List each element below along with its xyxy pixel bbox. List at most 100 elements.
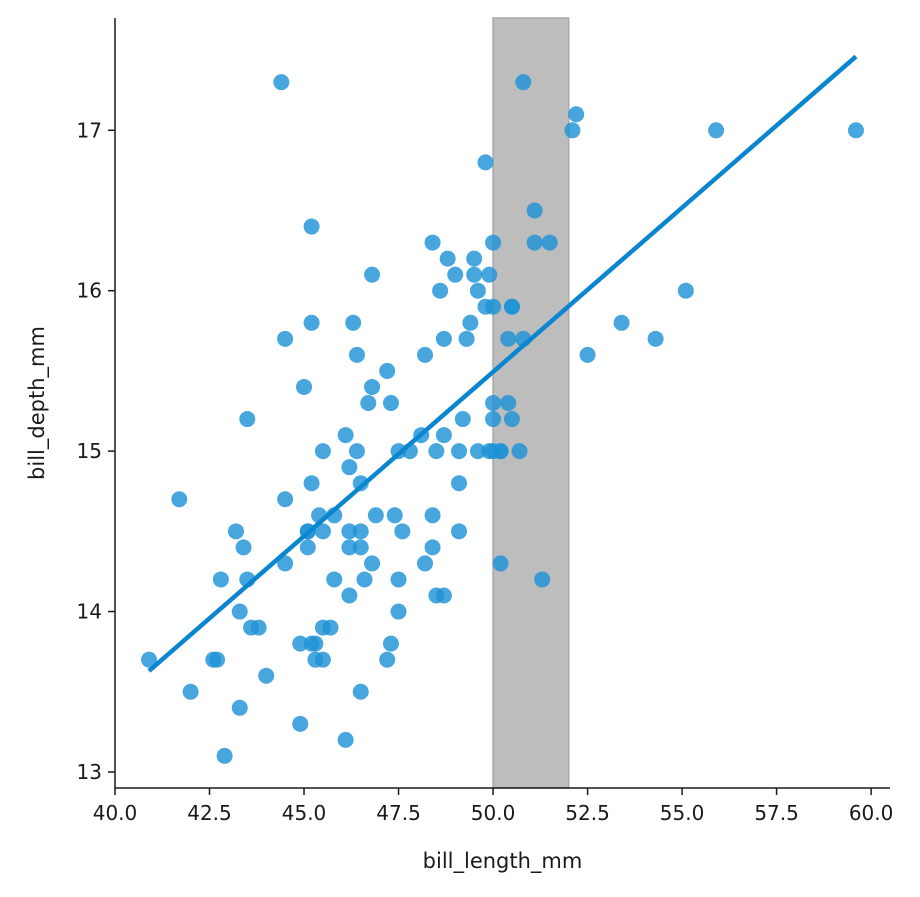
- data-point: [352, 539, 369, 556]
- x-tick-label: 57.5: [754, 801, 799, 825]
- data-point: [326, 571, 343, 588]
- data-point: [171, 491, 188, 508]
- data-point: [417, 555, 433, 572]
- data-point: [428, 443, 445, 460]
- data-point: [352, 523, 369, 540]
- data-point: [481, 266, 498, 283]
- data-point: [141, 651, 158, 668]
- data-point: [503, 411, 520, 428]
- x-tick-label: 40.0: [93, 801, 138, 825]
- data-point: [579, 346, 596, 363]
- data-point: [386, 507, 403, 524]
- data-point: [341, 539, 358, 556]
- data-point: [227, 523, 244, 540]
- data-point: [469, 282, 486, 299]
- data-point: [677, 282, 694, 299]
- data-point: [485, 298, 502, 315]
- data-point: [466, 266, 483, 283]
- data-point: [258, 667, 275, 684]
- data-point: [451, 443, 468, 460]
- data-point: [451, 523, 468, 540]
- data-point: [390, 571, 407, 588]
- data-point: [292, 635, 309, 652]
- data-point: [341, 523, 358, 540]
- data-point: [277, 330, 294, 347]
- data-point: [424, 507, 441, 524]
- data-point: [564, 122, 581, 139]
- data-point: [432, 282, 449, 299]
- data-point: [485, 395, 502, 411]
- data-point: [341, 459, 358, 476]
- data-point: [364, 266, 381, 283]
- data-point: [500, 395, 517, 411]
- data-point: [322, 619, 339, 636]
- data-point: [424, 539, 441, 556]
- x-tick-label: 55.0: [660, 801, 705, 825]
- data-point: [379, 651, 396, 668]
- data-point: [209, 651, 226, 668]
- data-point: [454, 411, 471, 428]
- data-point: [462, 314, 479, 331]
- data-point: [364, 378, 381, 395]
- data-point: [341, 587, 358, 604]
- data-point: [511, 443, 528, 460]
- data-point: [534, 571, 551, 588]
- data-point: [847, 122, 864, 139]
- data-point: [492, 555, 509, 572]
- data-point: [364, 555, 381, 572]
- data-point: [613, 314, 630, 331]
- y-tick-label: 16: [77, 279, 102, 303]
- data-point: [348, 443, 365, 460]
- data-point: [235, 539, 252, 556]
- y-tick-label: 15: [77, 439, 102, 463]
- data-point: [352, 475, 369, 492]
- data-point: [277, 491, 294, 508]
- data-point: [568, 106, 585, 123]
- x-tick-label: 60.0: [849, 801, 894, 825]
- data-point: [435, 427, 452, 444]
- data-point: [379, 362, 396, 379]
- data-point: [390, 603, 407, 620]
- data-point: [348, 346, 365, 363]
- data-point: [303, 475, 320, 492]
- data-point: [708, 122, 725, 139]
- data-point: [277, 555, 294, 572]
- data-point: [367, 507, 384, 524]
- y-tick-label: 17: [77, 118, 102, 142]
- data-point: [451, 475, 468, 492]
- data-point: [503, 298, 520, 315]
- y-tick-label: 14: [77, 600, 102, 624]
- data-point: [435, 330, 452, 347]
- x-tick-label: 50.0: [471, 801, 516, 825]
- data-point: [477, 154, 494, 171]
- data-point: [515, 74, 532, 91]
- data-point: [296, 378, 313, 395]
- data-point: [382, 395, 399, 411]
- data-point: [466, 250, 483, 267]
- x-tick-label: 45.0: [282, 801, 327, 825]
- data-point: [314, 443, 331, 460]
- data-point: [526, 234, 543, 251]
- data-point: [417, 346, 433, 363]
- data-point: [435, 587, 452, 604]
- data-point: [303, 314, 320, 331]
- data-point: [314, 523, 331, 540]
- data-point: [299, 539, 316, 556]
- data-point: [360, 395, 377, 411]
- data-point: [273, 74, 290, 91]
- data-point: [337, 731, 354, 748]
- y-axis-label: bill_depth_mm: [25, 326, 50, 480]
- data-point: [424, 234, 441, 251]
- data-point: [500, 330, 517, 347]
- data-point: [382, 635, 399, 652]
- data-point: [307, 635, 324, 652]
- data-point: [303, 218, 320, 235]
- x-axis-label: bill_length_mm: [423, 849, 583, 874]
- x-tick-label: 47.5: [376, 801, 421, 825]
- data-point: [231, 603, 248, 620]
- data-point: [231, 699, 248, 716]
- y-tick-label: 13: [77, 760, 102, 784]
- axes: 40.0 42.5 45.0 47.5 50.0 52.5 55.0 57.5 60.0 13 14…: [77, 18, 894, 825]
- data-point: [352, 683, 369, 700]
